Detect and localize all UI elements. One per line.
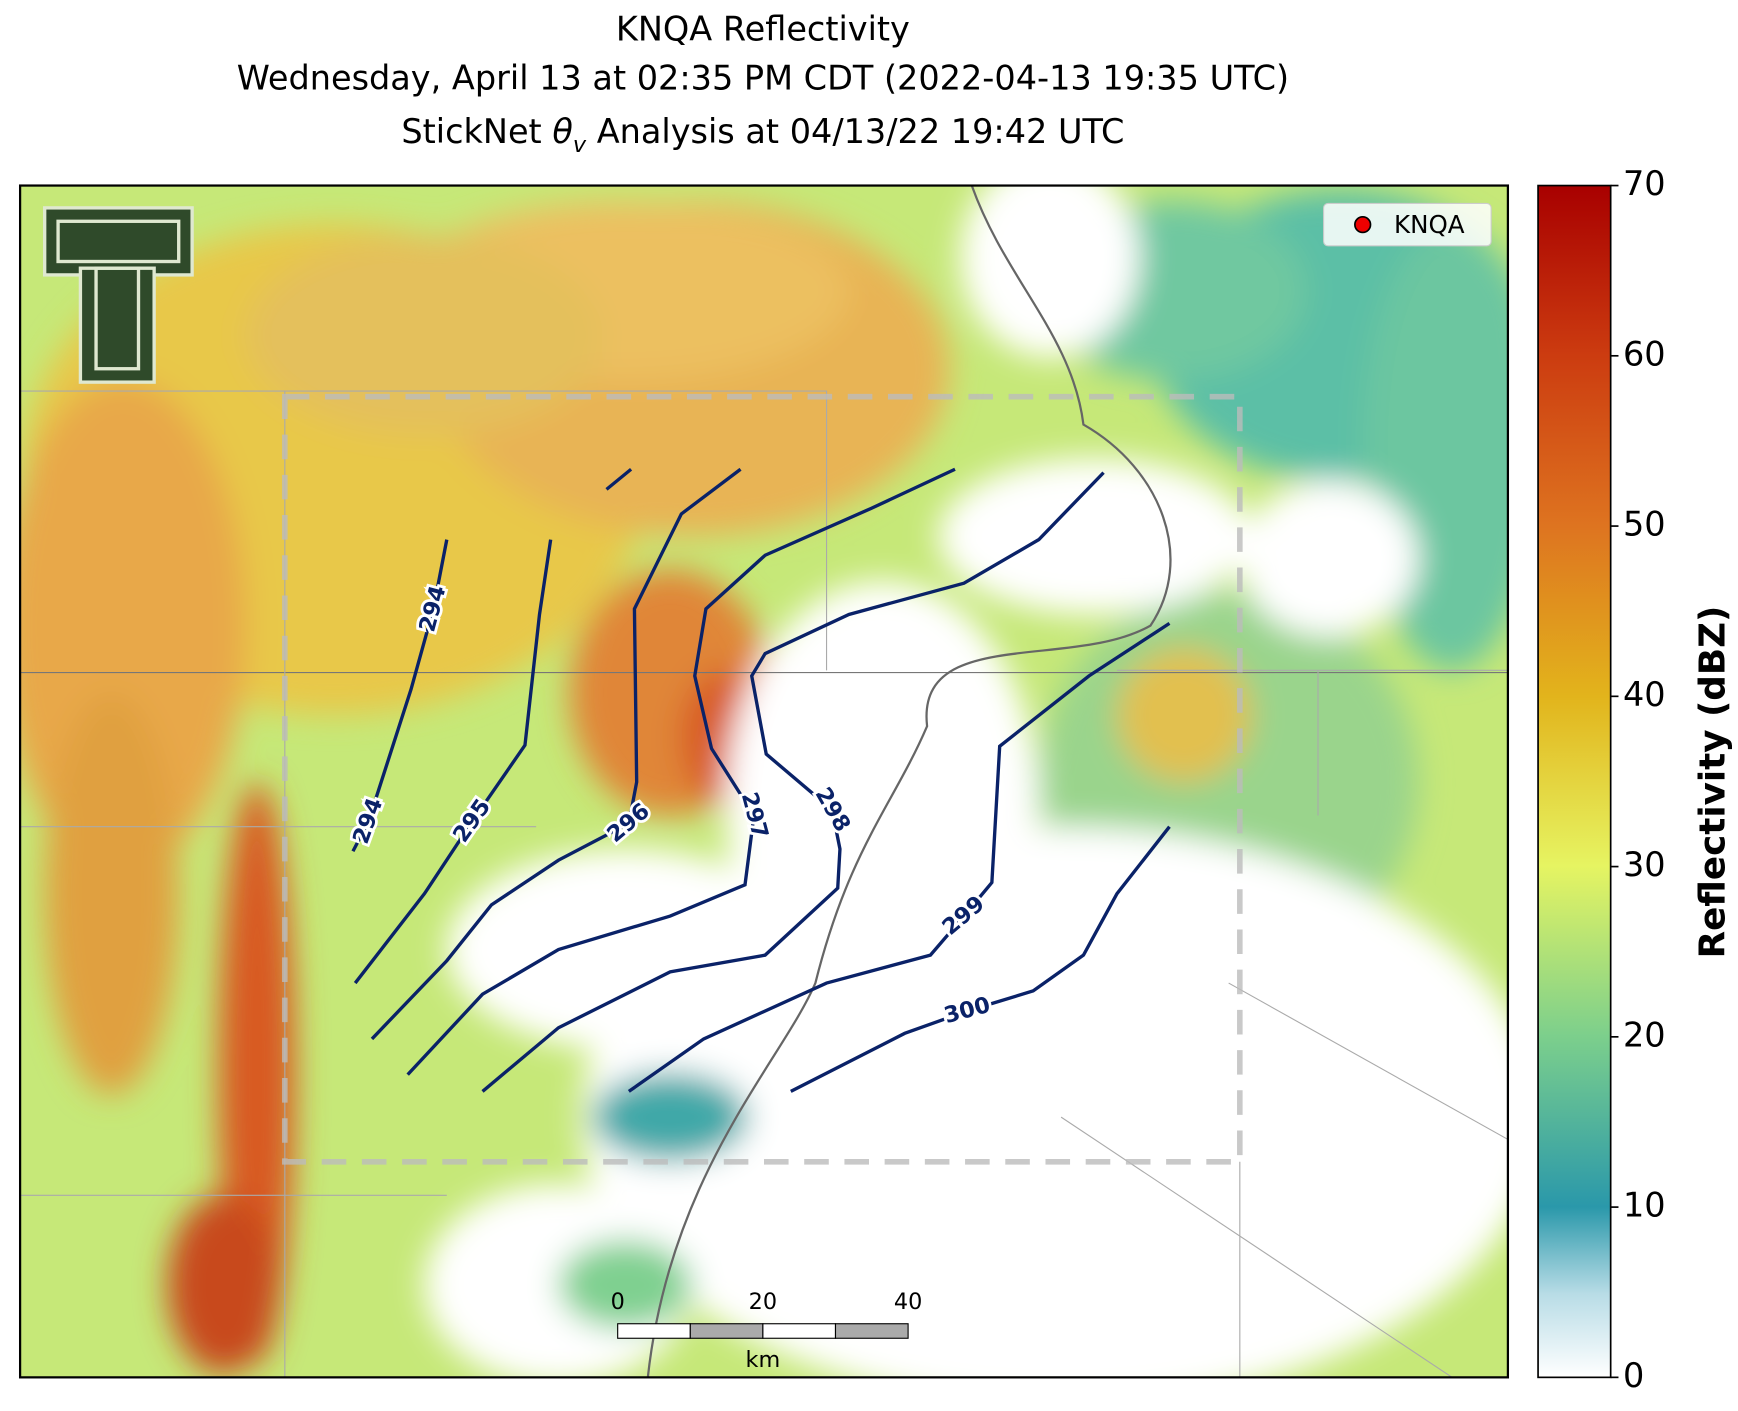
colorbar-ticks: 0 10 20 30 40 50 60 70	[1610, 164, 1666, 1395]
radar-echo	[245, 234, 604, 436]
radar-echoes	[20, 185, 1508, 1378]
colorbar-tick-label: 10	[1623, 1186, 1666, 1225]
scale-label: 20	[749, 1289, 777, 1315]
contour-line	[790, 825, 1171, 1093]
scale-segment	[762, 1323, 837, 1339]
title-text: Analysis at 04/13/22 19:42 UTC	[586, 112, 1124, 151]
radar-echo	[1116, 647, 1252, 783]
colorbar-tick-label: 40	[1623, 675, 1666, 714]
contour-line	[481, 471, 1105, 1093]
contour-line	[627, 621, 1171, 1093]
title-symbol: θ	[552, 112, 573, 151]
logo	[43, 206, 194, 384]
radar-echo	[726, 580, 1039, 1028]
contour-line	[351, 539, 449, 853]
title-text: StickNet	[401, 112, 552, 151]
scale-segment	[689, 1323, 764, 1339]
river	[646, 185, 1172, 1378]
colorbar-label: Reflectivity (dBZ)	[1693, 606, 1734, 959]
title-line-2: Wednesday, April 13 at 02:35 PM CDT (202…	[237, 58, 1289, 97]
colorbar-tick-label: 20	[1623, 1015, 1666, 1054]
radar-echo	[938, 458, 1252, 615]
colorbar-tick-label: 70	[1623, 164, 1666, 203]
title-subscript: v	[573, 132, 587, 158]
scale-unit: km	[746, 1347, 781, 1373]
legend-box	[1323, 202, 1492, 247]
scale-label: 0	[611, 1289, 625, 1315]
colorbar-tick-label: 50	[1623, 505, 1666, 544]
contour-line	[605, 467, 633, 491]
contour-line	[353, 539, 553, 985]
title-line-1: KNQA Reflectivity	[616, 9, 910, 48]
county-border	[1060, 669, 1508, 1378]
legend: KNQA	[1323, 202, 1492, 247]
logo-inner	[56, 219, 181, 264]
contour-line	[370, 467, 742, 1041]
radar-echo	[960, 185, 1140, 358]
title-line-3: StickNet θv Analysis at 04/13/22 19:42 U…	[401, 112, 1124, 158]
colorbar-tick-label: 30	[1623, 845, 1666, 884]
logo-stem	[78, 266, 156, 384]
radar-echo	[591, 1072, 749, 1162]
logo-inner	[94, 266, 141, 371]
radar-echo	[446, 849, 805, 1051]
radar-echo	[1239, 480, 1419, 637]
colorbar-tick-label: 60	[1623, 334, 1666, 373]
scale-bar: 0 20 40 km	[611, 1289, 923, 1373]
legend-label: KNQA	[1394, 210, 1465, 239]
legend-marker	[1354, 215, 1372, 234]
colorbar-tick-label: 0	[1623, 1356, 1644, 1395]
radar-echo	[44, 692, 179, 1095]
contour-line	[406, 467, 956, 1076]
colorbar	[1537, 184, 1612, 1379]
scale-segment	[834, 1323, 909, 1339]
map-frame	[18, 184, 1510, 1379]
logo-bar	[43, 206, 194, 277]
radar-echo	[167, 1195, 280, 1375]
radar-echo	[558, 1239, 693, 1330]
scale-segment	[617, 1323, 691, 1339]
scale-label: 40	[894, 1289, 922, 1315]
